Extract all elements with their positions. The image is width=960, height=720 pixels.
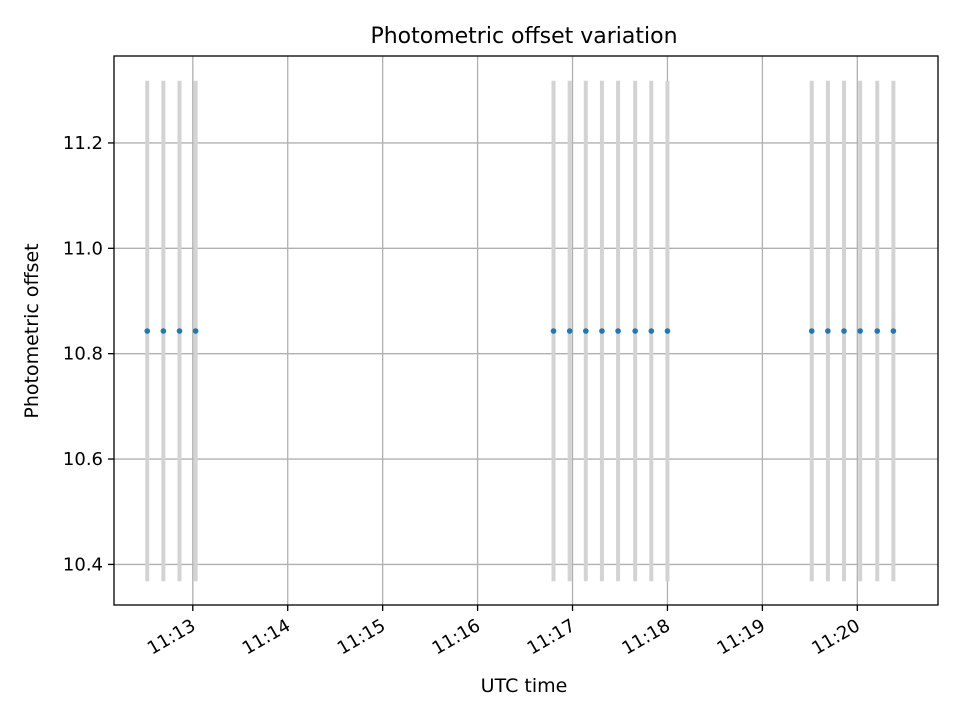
x-tick-label: 11:20	[808, 615, 863, 659]
y-axis: 10.4 10.6 10.8 11.0 11.2	[63, 133, 114, 575]
data-point	[615, 328, 621, 334]
data-point	[857, 328, 863, 334]
y-axis-label: Photometric offset	[21, 243, 43, 418]
x-axis-label: UTC time	[481, 675, 568, 697]
plot-frame	[113, 55, 939, 606]
data-point	[890, 328, 897, 334]
data-point	[664, 328, 671, 334]
data-point	[648, 328, 655, 334]
y-tick-label: 10.8	[63, 344, 103, 365]
chart-title: Photometric offset variation	[370, 24, 677, 49]
y-tick-label: 11.0	[63, 238, 103, 259]
data-point	[550, 328, 557, 334]
data-point	[841, 328, 847, 334]
data-points	[144, 328, 897, 334]
data-point	[176, 328, 183, 334]
y-tick-label: 11.2	[63, 133, 103, 154]
x-tick-label: 11:18	[619, 615, 674, 659]
error-bars	[145, 80, 896, 582]
data-point	[874, 328, 881, 334]
data-point	[599, 328, 605, 334]
x-axis: 11:13 11:14 11:15 11:16 11:17 11:18 11:19 11:20	[144, 605, 864, 659]
x-tick-label: 11:15	[334, 615, 389, 659]
data-point	[566, 328, 573, 334]
x-tick-label: 11:13	[144, 615, 199, 659]
x-tick-label: 11:16	[429, 615, 484, 659]
x-tick-label: 11:14	[239, 615, 294, 659]
y-tick-label: 10.6	[63, 449, 103, 470]
data-point	[808, 328, 815, 334]
y-tick-label: 10.4	[63, 554, 103, 575]
data-point	[144, 328, 151, 334]
data-point	[160, 328, 167, 334]
data-point	[825, 328, 831, 334]
x-tick-label: 11:19	[713, 615, 768, 659]
x-tick-label: 11:17	[524, 615, 579, 659]
data-point	[192, 328, 199, 334]
data-point	[583, 328, 589, 334]
data-point	[632, 328, 638, 334]
